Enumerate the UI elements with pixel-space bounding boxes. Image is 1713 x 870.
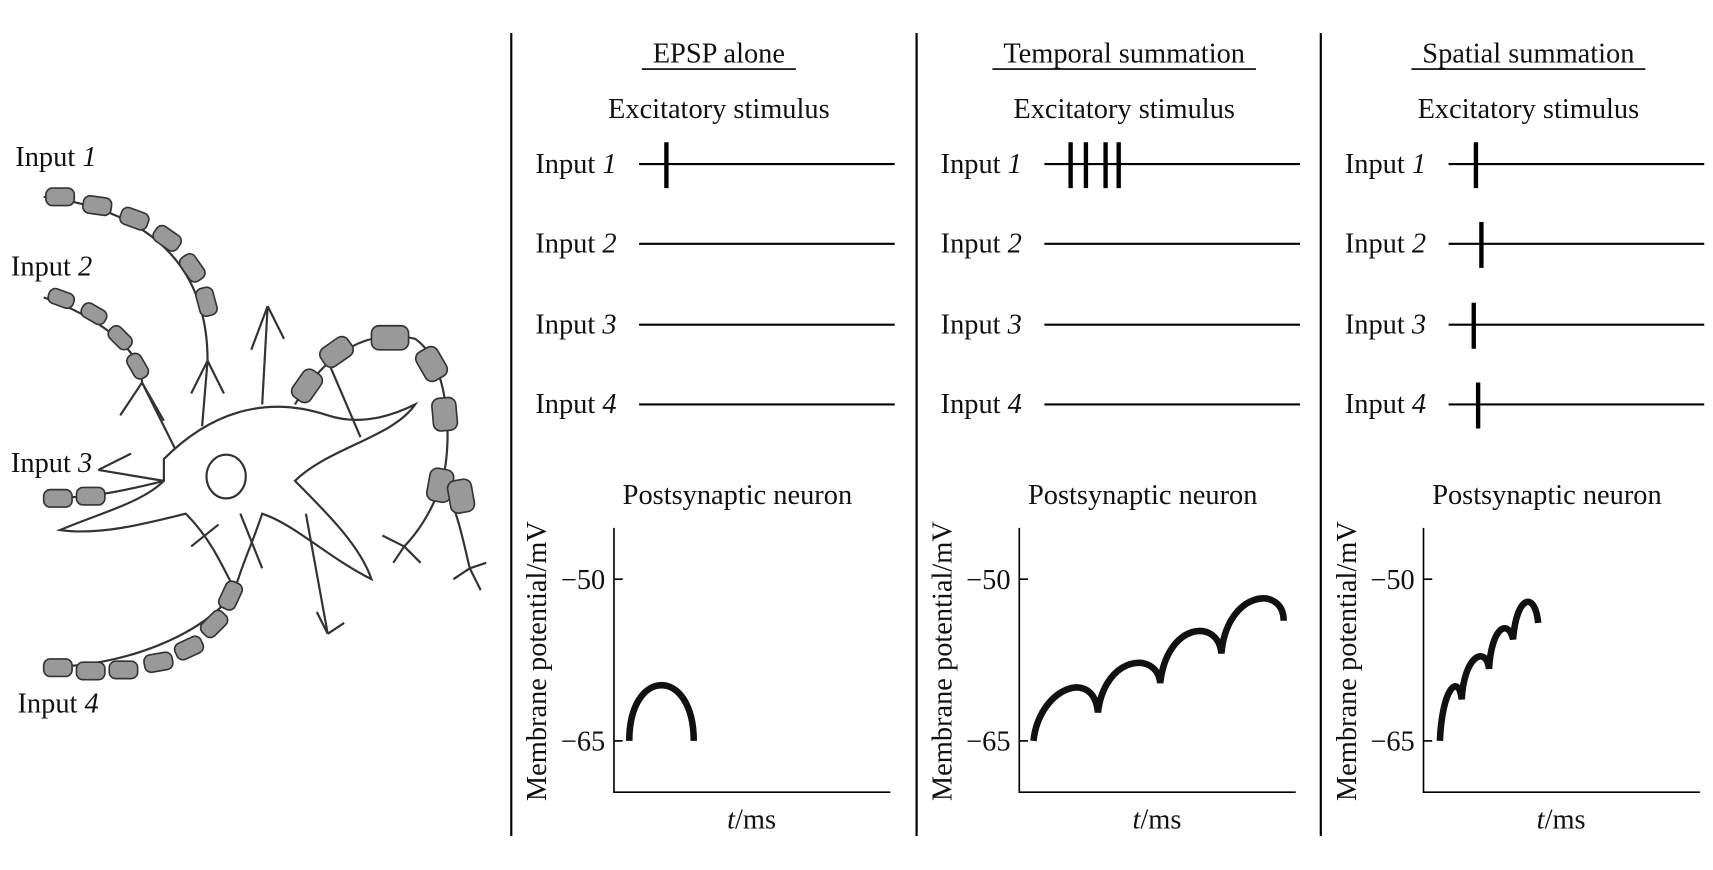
input-label: Input 4 bbox=[535, 389, 616, 420]
number: 2 bbox=[1412, 229, 1426, 260]
dendrites bbox=[97, 305, 362, 635]
y-tick-label: −50 bbox=[561, 565, 605, 596]
number: 4 bbox=[85, 688, 99, 719]
label: Input bbox=[1345, 309, 1405, 340]
label: Input bbox=[941, 309, 1001, 340]
panel-title: Temporal summation bbox=[1003, 38, 1245, 69]
panel-title: Spatial summation bbox=[1422, 38, 1634, 69]
number: 4 bbox=[602, 389, 616, 420]
input-label: Input 3 bbox=[535, 309, 616, 340]
membrane-curve bbox=[625, 682, 697, 741]
neuron-input-label: Input 3 bbox=[11, 448, 92, 479]
number: 1 bbox=[602, 149, 616, 180]
input-label: Input 3 bbox=[1345, 309, 1426, 340]
x-axis-label: t/ms bbox=[727, 804, 776, 835]
response-heading: Postsynaptic neuron bbox=[623, 480, 852, 511]
y-tick-label: −50 bbox=[966, 565, 1010, 596]
panel-title: EPSP alone bbox=[653, 38, 785, 69]
y-tick-label: −65 bbox=[1370, 727, 1414, 758]
membrane-curve bbox=[1030, 595, 1287, 742]
input-label: Input 2 bbox=[941, 229, 1022, 260]
neuron-input-label: Input 1 bbox=[15, 142, 96, 173]
label: Input bbox=[941, 229, 1001, 260]
number: 4 bbox=[1008, 389, 1022, 420]
neuron-input-label: Input 4 bbox=[17, 688, 98, 719]
label: Input bbox=[1345, 229, 1405, 260]
number: 3 bbox=[77, 448, 92, 479]
label: Input bbox=[941, 149, 1001, 180]
response-heading: Postsynaptic neuron bbox=[1432, 480, 1661, 511]
stimulus-heading: Excitatory stimulus bbox=[1418, 94, 1640, 125]
soma bbox=[56, 401, 419, 594]
input-label: Input 1 bbox=[535, 149, 616, 180]
label: Input bbox=[11, 448, 71, 479]
label: Input bbox=[941, 389, 1001, 420]
unit: /ms bbox=[1545, 804, 1586, 835]
myelin bbox=[42, 187, 476, 681]
input-label: Input 2 bbox=[535, 229, 616, 260]
number: 3 bbox=[1007, 309, 1022, 340]
number: 2 bbox=[602, 229, 616, 260]
membrane-curve bbox=[1436, 598, 1542, 742]
label: Input bbox=[535, 389, 595, 420]
terminals bbox=[381, 534, 487, 591]
number: 3 bbox=[1411, 309, 1426, 340]
label: Input bbox=[15, 142, 75, 173]
axes bbox=[1422, 527, 1700, 794]
label: Input bbox=[17, 688, 77, 719]
y-tick-label: −65 bbox=[561, 727, 605, 758]
input-label: Input 4 bbox=[941, 389, 1022, 420]
panel: Spatial summation Excitatory stimulus Inpu… bbox=[1319, 32, 1705, 836]
variable: t bbox=[1132, 804, 1141, 835]
label: Input bbox=[535, 149, 595, 180]
unit: /ms bbox=[735, 804, 776, 835]
input-label: Input 1 bbox=[1345, 149, 1426, 180]
input-label: Input 2 bbox=[1345, 229, 1426, 260]
nucleus bbox=[205, 453, 247, 500]
x-axis-label: t/ms bbox=[1537, 804, 1586, 835]
x-axis-label: t/ms bbox=[1132, 804, 1181, 835]
panel: Temporal summation Excitatory stimulus Inp… bbox=[915, 32, 1301, 836]
neuron-illustration bbox=[42, 187, 487, 681]
response-heading: Postsynaptic neuron bbox=[1028, 480, 1257, 511]
input-label: Input 3 bbox=[941, 309, 1022, 340]
input-label: Input 4 bbox=[1345, 389, 1426, 420]
label: Input bbox=[11, 251, 71, 282]
variable: t bbox=[727, 804, 736, 835]
number: 3 bbox=[601, 309, 616, 340]
axes bbox=[613, 527, 891, 794]
unit: /ms bbox=[1140, 804, 1181, 835]
y-tick-label: −50 bbox=[1370, 565, 1414, 596]
label: Input bbox=[1345, 149, 1405, 180]
neuron-input-label: Input 2 bbox=[11, 251, 92, 282]
label: Input bbox=[535, 309, 595, 340]
variable: t bbox=[1537, 804, 1546, 835]
label: Input bbox=[535, 229, 595, 260]
number: 1 bbox=[82, 142, 96, 173]
number: 2 bbox=[1008, 229, 1022, 260]
stimulus-heading: Excitatory stimulus bbox=[608, 94, 830, 125]
y-axis-label: Membrane potential/mV bbox=[522, 521, 553, 801]
stimulus-heading: Excitatory stimulus bbox=[1013, 94, 1235, 125]
y-axis-label: Membrane potential/mV bbox=[928, 521, 959, 801]
number: 4 bbox=[1412, 389, 1426, 420]
number: 1 bbox=[1412, 149, 1426, 180]
axes bbox=[1018, 527, 1296, 794]
label: Input bbox=[1345, 389, 1405, 420]
number: 2 bbox=[78, 251, 92, 282]
y-axis-label: Membrane potential/mV bbox=[1332, 521, 1363, 801]
number: 1 bbox=[1008, 149, 1022, 180]
input-label: Input 1 bbox=[941, 149, 1022, 180]
y-tick-label: −65 bbox=[966, 727, 1010, 758]
